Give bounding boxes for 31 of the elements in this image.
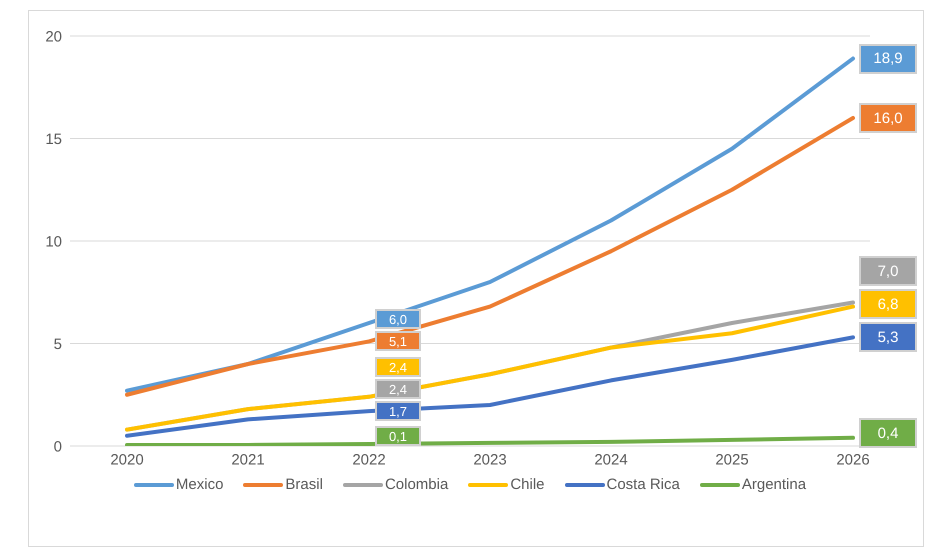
legend-label: Brasil bbox=[285, 476, 323, 493]
data-label: 0,4 bbox=[859, 418, 917, 448]
x-tick-label: 2022 bbox=[352, 452, 386, 469]
data-label: 18,9 bbox=[859, 44, 917, 74]
data-label: 1,7 bbox=[375, 401, 421, 422]
data-label: 0,1 bbox=[375, 426, 421, 446]
line-series bbox=[125, 116, 855, 397]
data-label: 16,0 bbox=[859, 103, 917, 133]
legend-label: Mexico bbox=[176, 476, 224, 493]
data-label: 2,4 bbox=[375, 357, 421, 378]
y-tick-label: 10 bbox=[45, 233, 62, 250]
legend-label: Argentina bbox=[742, 476, 806, 493]
x-tick-label: 2026 bbox=[836, 452, 870, 469]
y-tick-label: 5 bbox=[54, 336, 62, 353]
y-tick-label: 0 bbox=[54, 438, 62, 456]
data-label: 7,0 bbox=[859, 256, 917, 286]
x-tick-label: 2020 bbox=[110, 452, 144, 469]
y-tick-label: 20 bbox=[45, 28, 62, 46]
legend-label: Chile bbox=[510, 476, 544, 493]
data-label: 5,1 bbox=[375, 331, 421, 352]
x-tick-label: 2023 bbox=[473, 452, 507, 469]
x-tick-label: 2025 bbox=[715, 452, 749, 469]
x-tick-label: 2024 bbox=[594, 452, 628, 469]
x-tick-label: 2021 bbox=[231, 452, 265, 469]
legend-label: Colombia bbox=[384, 476, 448, 493]
y-tick-label: 15 bbox=[45, 130, 62, 148]
data-label: 6,8 bbox=[859, 289, 917, 320]
data-label: 6,0 bbox=[375, 309, 421, 330]
data-label: 2,4 bbox=[375, 379, 421, 400]
legend-label: Costa Rica bbox=[606, 476, 680, 493]
data-label: 5,3 bbox=[859, 322, 917, 352]
